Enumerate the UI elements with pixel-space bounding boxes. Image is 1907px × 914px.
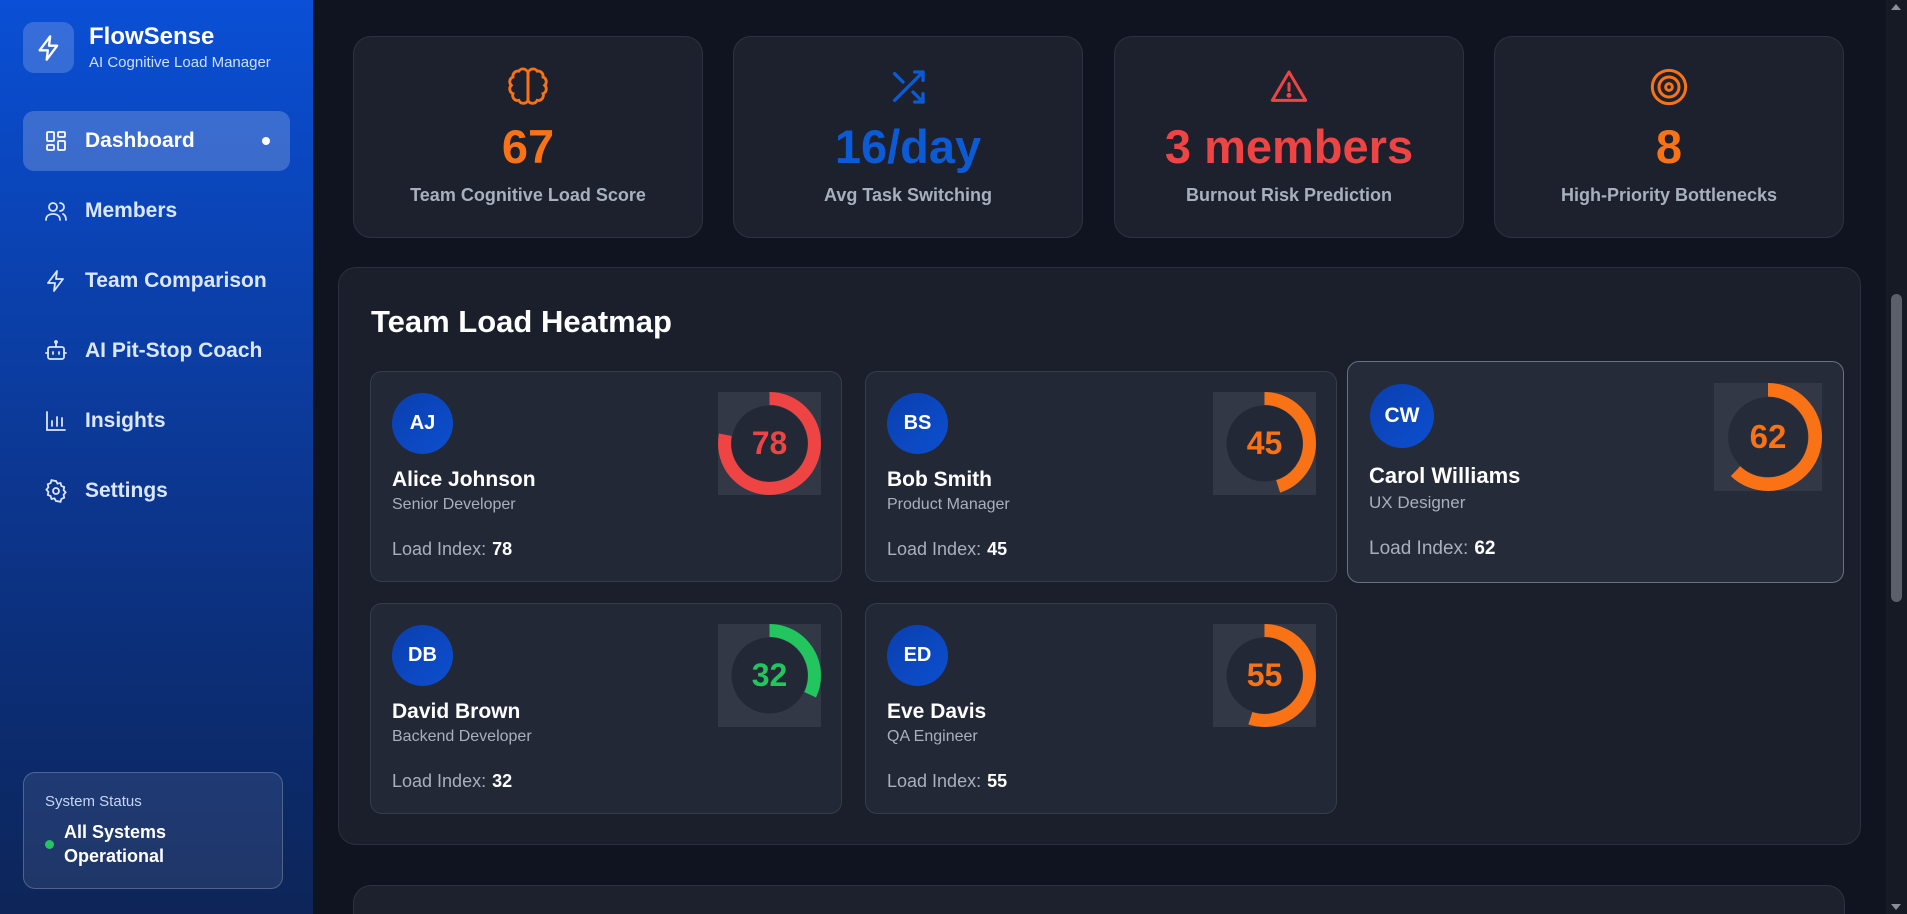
bar-chart-icon: [44, 409, 68, 433]
load-label: Load Index:: [887, 771, 982, 791]
load-gauge: 32: [718, 624, 821, 727]
avatar: DB: [392, 625, 453, 686]
sidebar-item-label: Dashboard: [85, 129, 195, 152]
dashboard-icon: [44, 129, 68, 153]
brand[interactable]: FlowSense AI Cognitive Load Manager: [23, 22, 290, 73]
load-index: Load Index: 32: [392, 771, 512, 792]
member-name: Bob Smith: [887, 468, 992, 491]
avatar: CW: [1370, 384, 1434, 448]
gauge-value: 45: [1246, 425, 1283, 461]
sidebar: FlowSense AI Cognitive Load Manager Dash…: [0, 0, 313, 914]
lightning-icon: [23, 22, 74, 73]
stat-card-cognitive-load: 67 Team Cognitive Load Score: [353, 36, 703, 238]
brand-subtitle: AI Cognitive Load Manager: [89, 54, 271, 72]
stat-label: Avg Task Switching: [823, 185, 993, 205]
member-name: Carol Williams: [1369, 463, 1521, 488]
sidebar-item-label: Members: [85, 199, 178, 222]
main-content: 67 Team Cognitive Load Score 16/day Avg …: [313, 0, 1886, 914]
stat-value: 3 members: [1164, 120, 1414, 173]
warning-icon: [1269, 67, 1309, 107]
robot-icon: [44, 339, 68, 363]
stat-value: 8: [1655, 120, 1683, 173]
stat-label: Burnout Risk Prediction: [1185, 185, 1392, 205]
gauge-value: 78: [751, 425, 788, 461]
users-icon: [44, 199, 68, 223]
load-value: 62: [1474, 538, 1496, 559]
load-label: Load Index:: [887, 539, 982, 559]
stat-card-bottlenecks: 8 High-Priority Bottlenecks: [1494, 36, 1844, 238]
sidebar-item-insights[interactable]: Insights: [23, 391, 290, 451]
brain-icon: [508, 67, 548, 107]
load-value: 55: [987, 771, 1008, 791]
member-role: Senior Developer: [392, 496, 516, 513]
sidebar-item-label: Settings: [85, 479, 168, 502]
load-gauge: 78: [718, 392, 821, 495]
load-value: 32: [492, 771, 513, 791]
load-index: Load Index: 62: [1369, 538, 1495, 560]
member-role: Backend Developer: [392, 728, 532, 745]
scroll-down-arrow-icon[interactable]: [1891, 904, 1901, 910]
load-value: 78: [492, 539, 513, 559]
gauge-value: 32: [751, 657, 788, 693]
member-card[interactable]: ED Eve Davis QA Engineer Load Index: 55 5…: [865, 603, 1337, 814]
gear-icon: [44, 479, 68, 503]
load-gauge: 62: [1714, 383, 1822, 491]
active-indicator: [262, 137, 270, 145]
sidebar-item-label: AI Pit-Stop Coach: [85, 339, 263, 362]
sidebar-item-members[interactable]: Members: [23, 181, 290, 241]
lightning-icon: [44, 269, 68, 293]
stat-value: 67: [501, 120, 555, 173]
section-title: Team Load Heatmap: [371, 304, 672, 339]
member-card[interactable]: CW Carol Williams UX Designer Load Index…: [1347, 361, 1844, 583]
brand-name: FlowSense: [89, 22, 215, 50]
status-indicator-dot: [45, 839, 54, 849]
load-index: Load Index: 78: [392, 539, 512, 560]
sidebar-item-dashboard[interactable]: Dashboard: [23, 111, 290, 171]
load-gauge: 45: [1213, 392, 1316, 495]
sidebar-item-label: Team Comparison: [85, 269, 267, 292]
sidebar-item-settings[interactable]: Settings: [23, 461, 290, 521]
avatar: BS: [887, 393, 948, 454]
stat-card-task-switching: 16/day Avg Task Switching: [733, 36, 1083, 238]
member-card[interactable]: BS Bob Smith Product Manager Load Index:…: [865, 371, 1337, 582]
member-card[interactable]: AJ Alice Johnson Senior Developer Load I…: [370, 371, 842, 582]
member-name: Alice Johnson: [392, 468, 536, 491]
stat-label: High-Priority Bottlenecks: [1560, 185, 1778, 205]
load-index: Load Index: 45: [887, 539, 1007, 560]
stat-label: Team Cognitive Load Score: [410, 185, 646, 205]
member-role: QA Engineer: [887, 728, 978, 745]
load-label: Load Index:: [392, 539, 487, 559]
member-role: Product Manager: [887, 496, 1010, 513]
target-icon: [1649, 67, 1689, 107]
status-title: System Status: [45, 793, 142, 810]
avatar: AJ: [392, 393, 453, 454]
member-name: David Brown: [392, 700, 521, 723]
stat-card-burnout-risk: 3 members Burnout Risk Prediction: [1114, 36, 1464, 238]
sidebar-item-team-comparison[interactable]: Team Comparison: [23, 251, 290, 311]
member-role: UX Designer: [1369, 493, 1466, 512]
status-text: All Systems Operational: [64, 822, 167, 867]
member-name: Eve Davis: [887, 700, 987, 723]
load-label: Load Index:: [392, 771, 487, 791]
gauge-value: 55: [1246, 657, 1283, 693]
sidebar-item-label: Insights: [85, 409, 166, 432]
scroll-up-arrow-icon[interactable]: [1891, 4, 1901, 10]
load-index: Load Index: 55: [887, 771, 1007, 792]
system-status-panel: System Status All Systems Operational: [23, 772, 283, 889]
member-card[interactable]: DB David Brown Backend Developer Load In…: [370, 603, 842, 814]
load-value: 45: [987, 539, 1008, 559]
avatar: ED: [887, 625, 948, 686]
scrollbar[interactable]: [1886, 0, 1907, 914]
stat-value: 16/day: [834, 120, 982, 173]
shuffle-icon: [888, 67, 928, 107]
sidebar-item-ai-pit-stop-coach[interactable]: AI Pit-Stop Coach: [23, 321, 290, 381]
gauge-value: 62: [1749, 418, 1787, 455]
load-gauge: 55: [1213, 624, 1316, 727]
team-load-heatmap: Team Load Heatmap AJ Alice Johnson Senio…: [338, 267, 1861, 845]
sidebar-nav: Dashboard Members Team Comparison AI Pit…: [23, 111, 290, 521]
load-label: Load Index:: [1369, 538, 1469, 559]
scrollbar-thumb[interactable]: [1891, 294, 1902, 602]
next-section-card: [353, 885, 1845, 914]
